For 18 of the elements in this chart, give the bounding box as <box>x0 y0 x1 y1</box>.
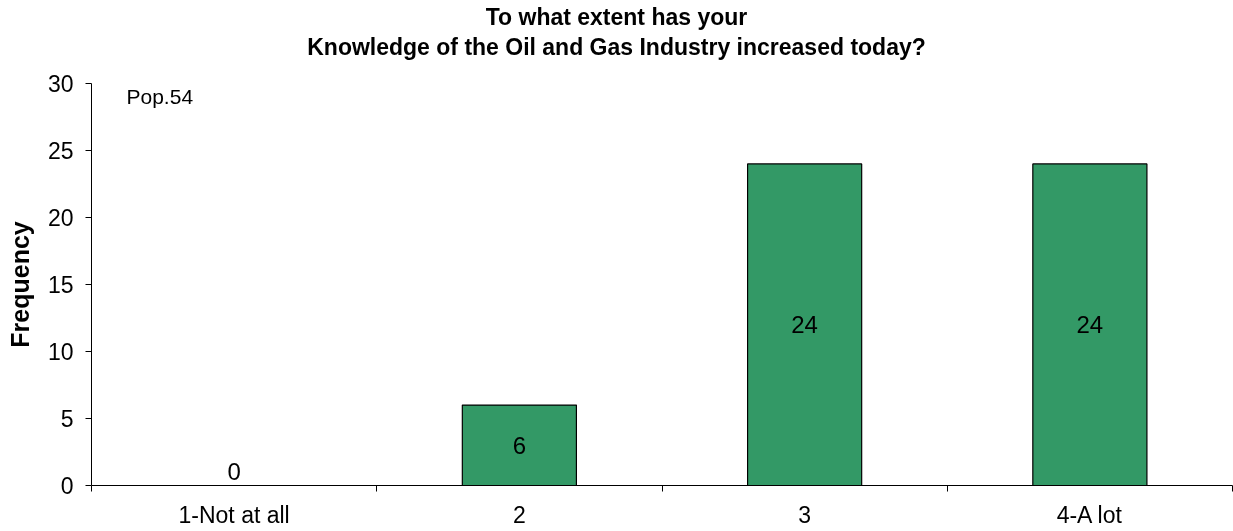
data-label: 24 <box>1076 311 1104 339</box>
y-axis-title: Frequency <box>5 221 34 348</box>
x-tick-label: 1-Not at all <box>178 501 290 528</box>
y-tick-label: 5 <box>60 406 74 432</box>
y-tick-label: 20 <box>47 205 74 231</box>
chart-title: To what extent has your Knowledge of the Oil and Gas Industry increased today? <box>306 3 927 62</box>
annotation: Pop.54 <box>126 84 194 108</box>
x-tick-label: 2 <box>512 501 526 528</box>
data-label: 6 <box>512 431 527 459</box>
y-tick-label: 0 <box>60 473 74 499</box>
y-tick-label: 10 <box>47 339 74 365</box>
data-label: 24 <box>791 311 818 339</box>
data-label: 0 <box>227 458 241 485</box>
x-tick-label: 4-A lot <box>1056 501 1123 528</box>
y-tick-label: 25 <box>47 138 74 164</box>
y-tick-label: 15 <box>47 272 74 298</box>
y-tick-label: 30 <box>47 71 74 97</box>
x-tick-label: 3 <box>798 501 812 528</box>
